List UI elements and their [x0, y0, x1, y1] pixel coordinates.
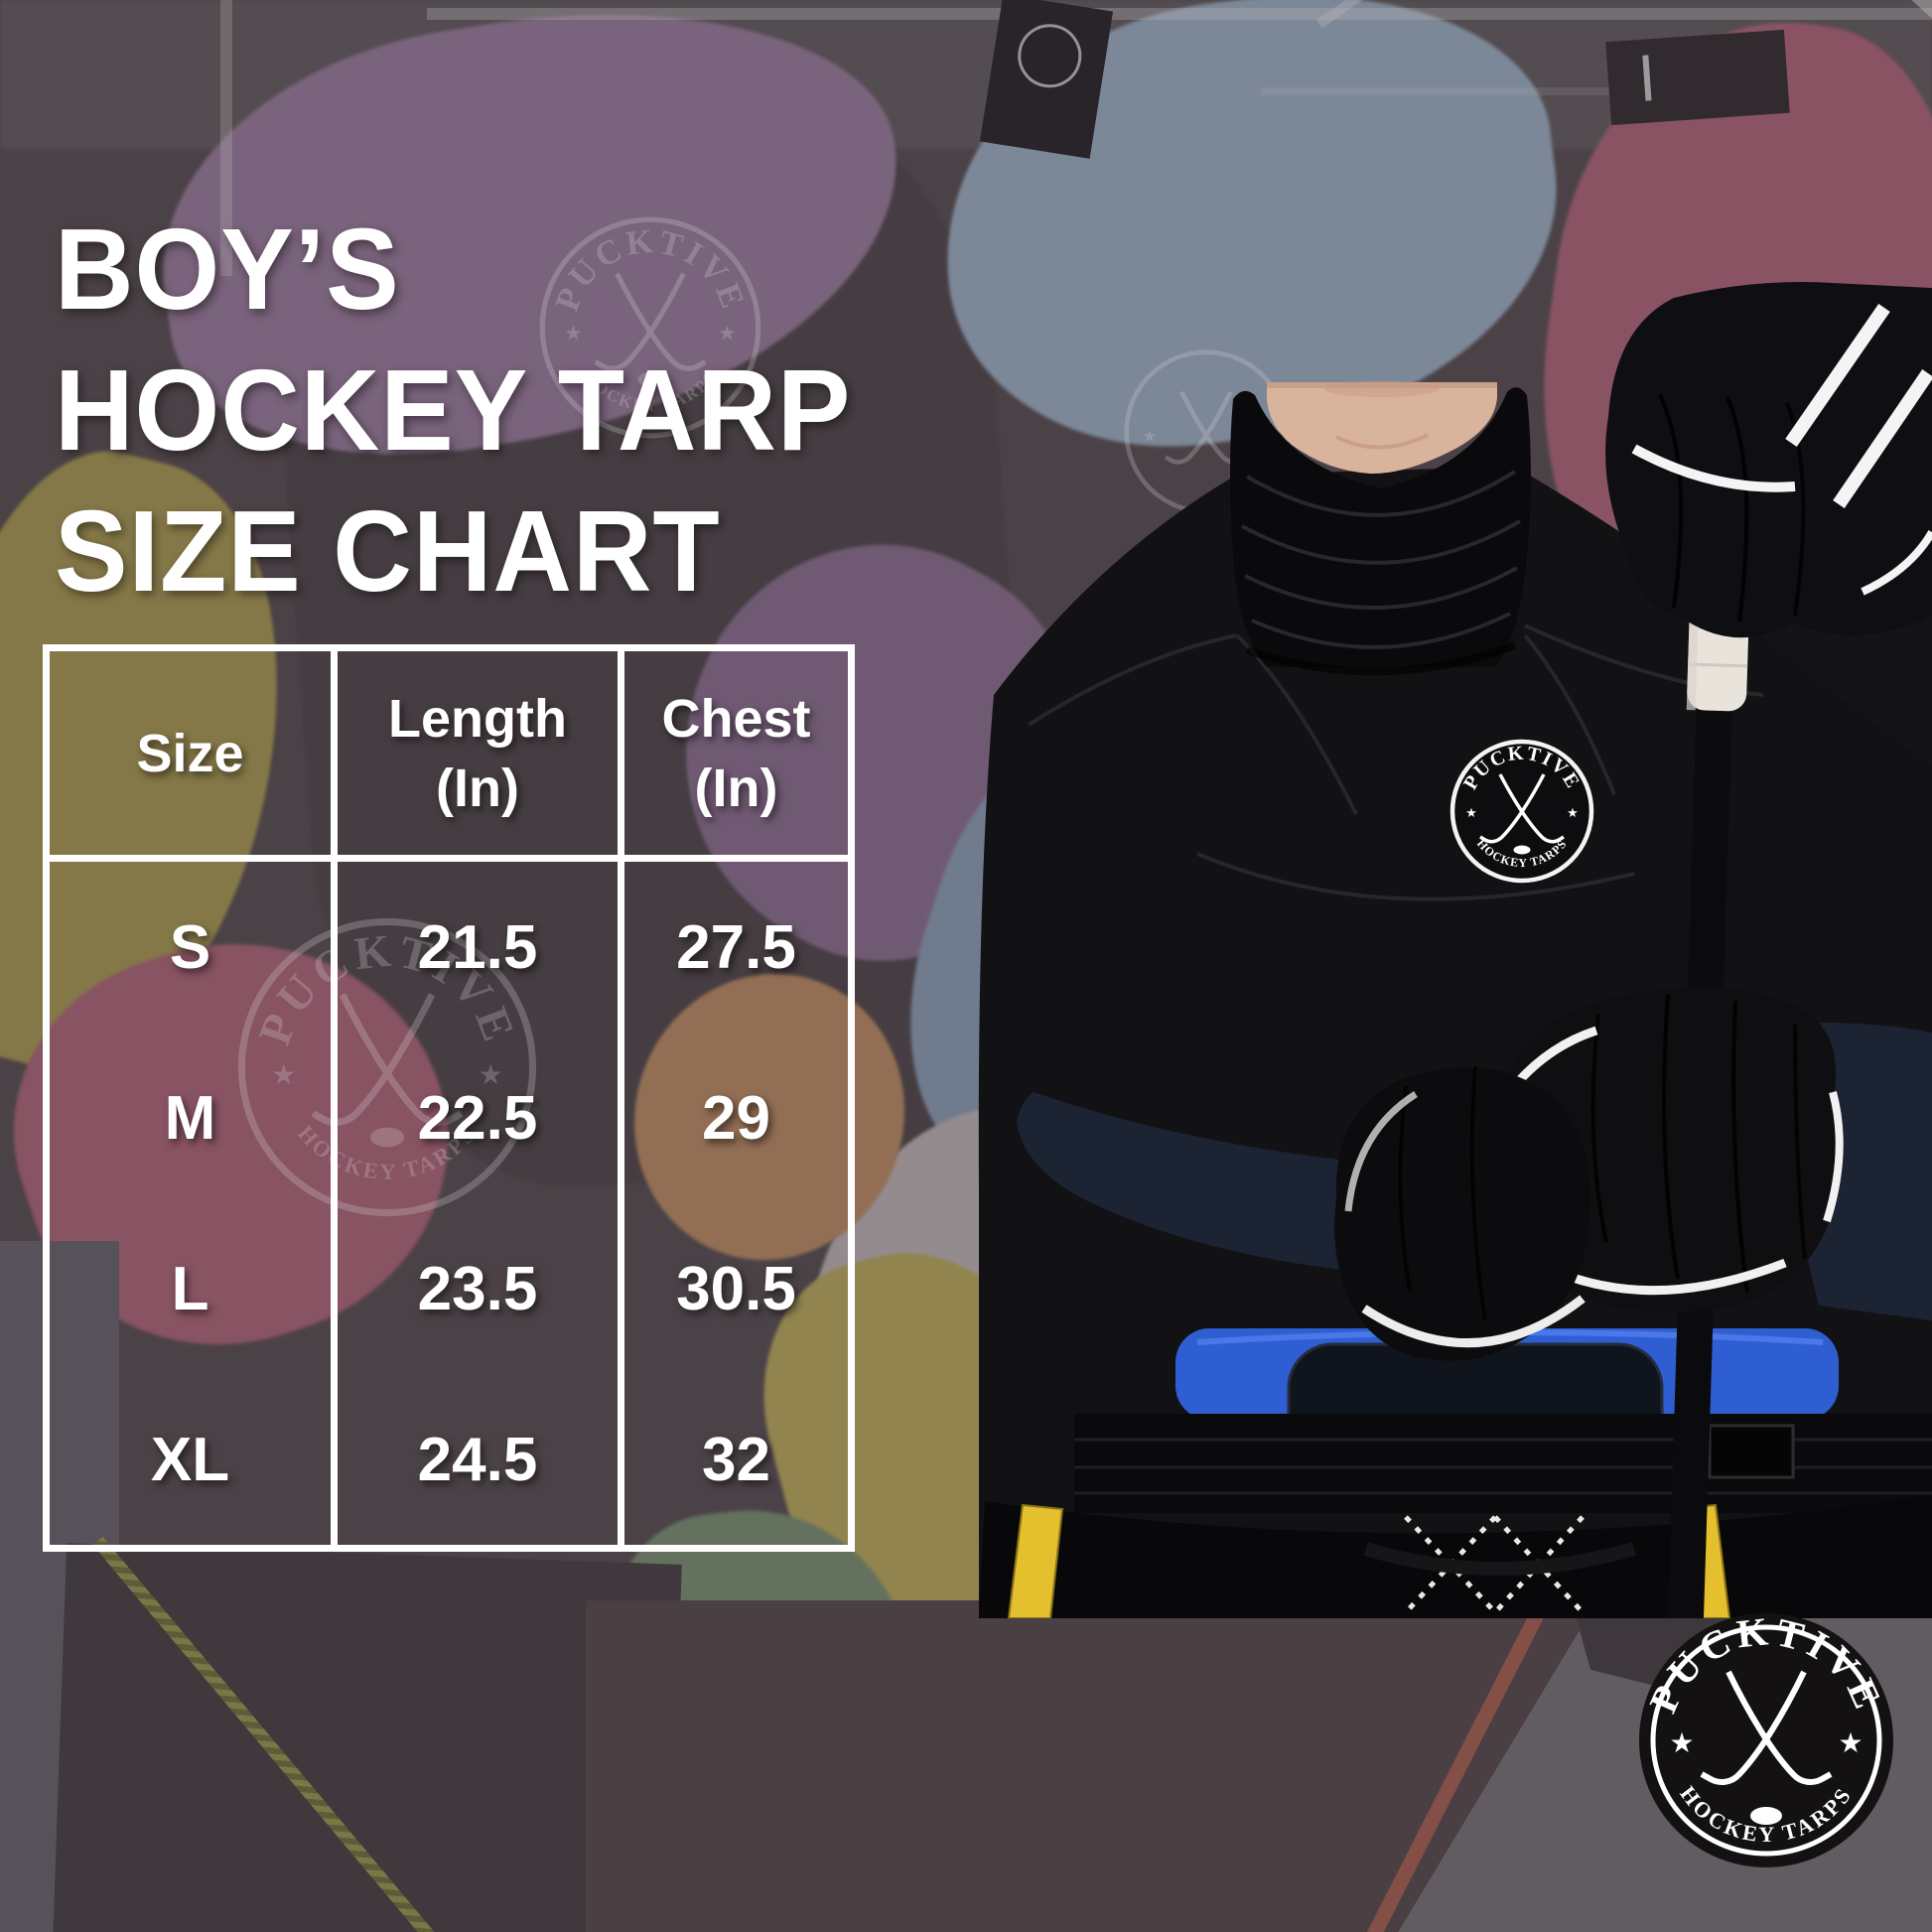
cell-size: S [169, 912, 211, 982]
cell-chest: 27.5 [676, 912, 796, 982]
star-icon: ★ [271, 1058, 296, 1091]
collar-wrinkles [1241, 470, 1522, 649]
logo-ring [1650, 1624, 1882, 1857]
bg-shelf-line-2 [1261, 87, 1727, 95]
column-header-length: Length (In) [331, 651, 624, 855]
model-chin [1267, 382, 1497, 475]
cell-size: L [171, 1254, 209, 1323]
glove-knuckle-ridges [1398, 1065, 1487, 1321]
chest-logo: PUCKTIVE HOCKEY TARPS ★ ★ [1449, 739, 1594, 884]
glove-finger-ridges [1590, 994, 1807, 1294]
title-line: SIZE CHART [55, 486, 721, 616]
brand-logo: PUCKTIVE HOCKEY TARPS ★ ★ [1639, 1610, 1893, 1867]
cell-length: 24.5 [331, 1374, 624, 1545]
cell-length: 23.5 [331, 1203, 624, 1374]
cell-chest: 30.5 [676, 1254, 796, 1323]
left-forearm-sleeve [1017, 1092, 1406, 1276]
pants-strap [1363, 1542, 1636, 1576]
glove-piping-2 [1361, 1295, 1586, 1348]
cell-chest: 29 [702, 1083, 770, 1153]
cell-size: XL [150, 1425, 230, 1494]
table-body: S 21.5 27.5 M 22.5 29 L 23.5 30.5 XL 24.… [50, 862, 848, 1545]
cell-size: M [164, 1083, 216, 1153]
watermark-logo: PUCKTIVE HOCKEY TARPS ★ ★ [237, 917, 537, 1217]
star-icon: ★ [1465, 806, 1477, 821]
crossed-hockey-sticks-icon [1700, 1670, 1833, 1785]
cell-length: 21.5 [331, 862, 624, 1033]
table-header-row: Size Length (In) Chest (In) [50, 651, 848, 862]
collar-base-shadow [1245, 641, 1517, 676]
crossed-hockey-sticks-icon [1479, 773, 1565, 844]
title-line: BOY’S [55, 205, 400, 334]
column-header-chest: Chest (In) [661, 688, 811, 818]
lip-shadow [1324, 381, 1440, 397]
puck-icon [637, 371, 663, 387]
star-icon: ★ [1567, 806, 1579, 821]
cell-length: 22.5 [331, 1033, 624, 1203]
lower-glove-left [1334, 1067, 1591, 1361]
crossed-hockey-sticks-icon [594, 272, 707, 371]
upper-glove [1605, 282, 1932, 638]
bg-shelf-post [220, 0, 232, 276]
cell-chest: 32 [702, 1425, 770, 1494]
model-photo: PUCKTIVE HOCKEY TARPS ★ ★ [978, 282, 1932, 1618]
column-header-size: Size [136, 723, 244, 783]
upper-glove-fingers [1658, 394, 1806, 622]
puck-icon [1750, 1807, 1782, 1825]
puck-icon [370, 1127, 404, 1148]
page-title: BOY’S HOCKEY TARP SIZE CHART [55, 199, 851, 621]
table-row: XL 24.5 32 [50, 1374, 848, 1545]
table-row: L 23.5 30.5 [50, 1203, 848, 1374]
watermark-logo: PUCKTIVE HOCKEY TARPS ★ ★ [539, 216, 761, 439]
star-icon: ★ [1838, 1726, 1863, 1759]
title-line: HOCKEY TARP [55, 345, 852, 475]
star-icon: ★ [479, 1058, 503, 1091]
star-icon: ★ [1143, 427, 1157, 445]
star-icon: ★ [718, 322, 737, 345]
upper-glove-accents [1631, 304, 1932, 596]
pants-stripe-left [1007, 1503, 1064, 1618]
table-row: S 21.5 27.5 [50, 862, 848, 1033]
star-icon: ★ [1669, 1726, 1694, 1759]
bg-shelf-line [427, 8, 1932, 20]
chin-crease [1335, 433, 1429, 450]
table-row: M 22.5 29 [50, 1033, 848, 1203]
star-icon: ★ [564, 322, 583, 345]
glove-piping-3 [1344, 1091, 1418, 1212]
belt-buckle [1708, 1424, 1795, 1479]
puck-icon [1513, 845, 1531, 855]
size-chart-table: Size Length (In) Chest (In) S 21.5 27.5 … [43, 644, 855, 1552]
pants-belt [1074, 1414, 1932, 1513]
